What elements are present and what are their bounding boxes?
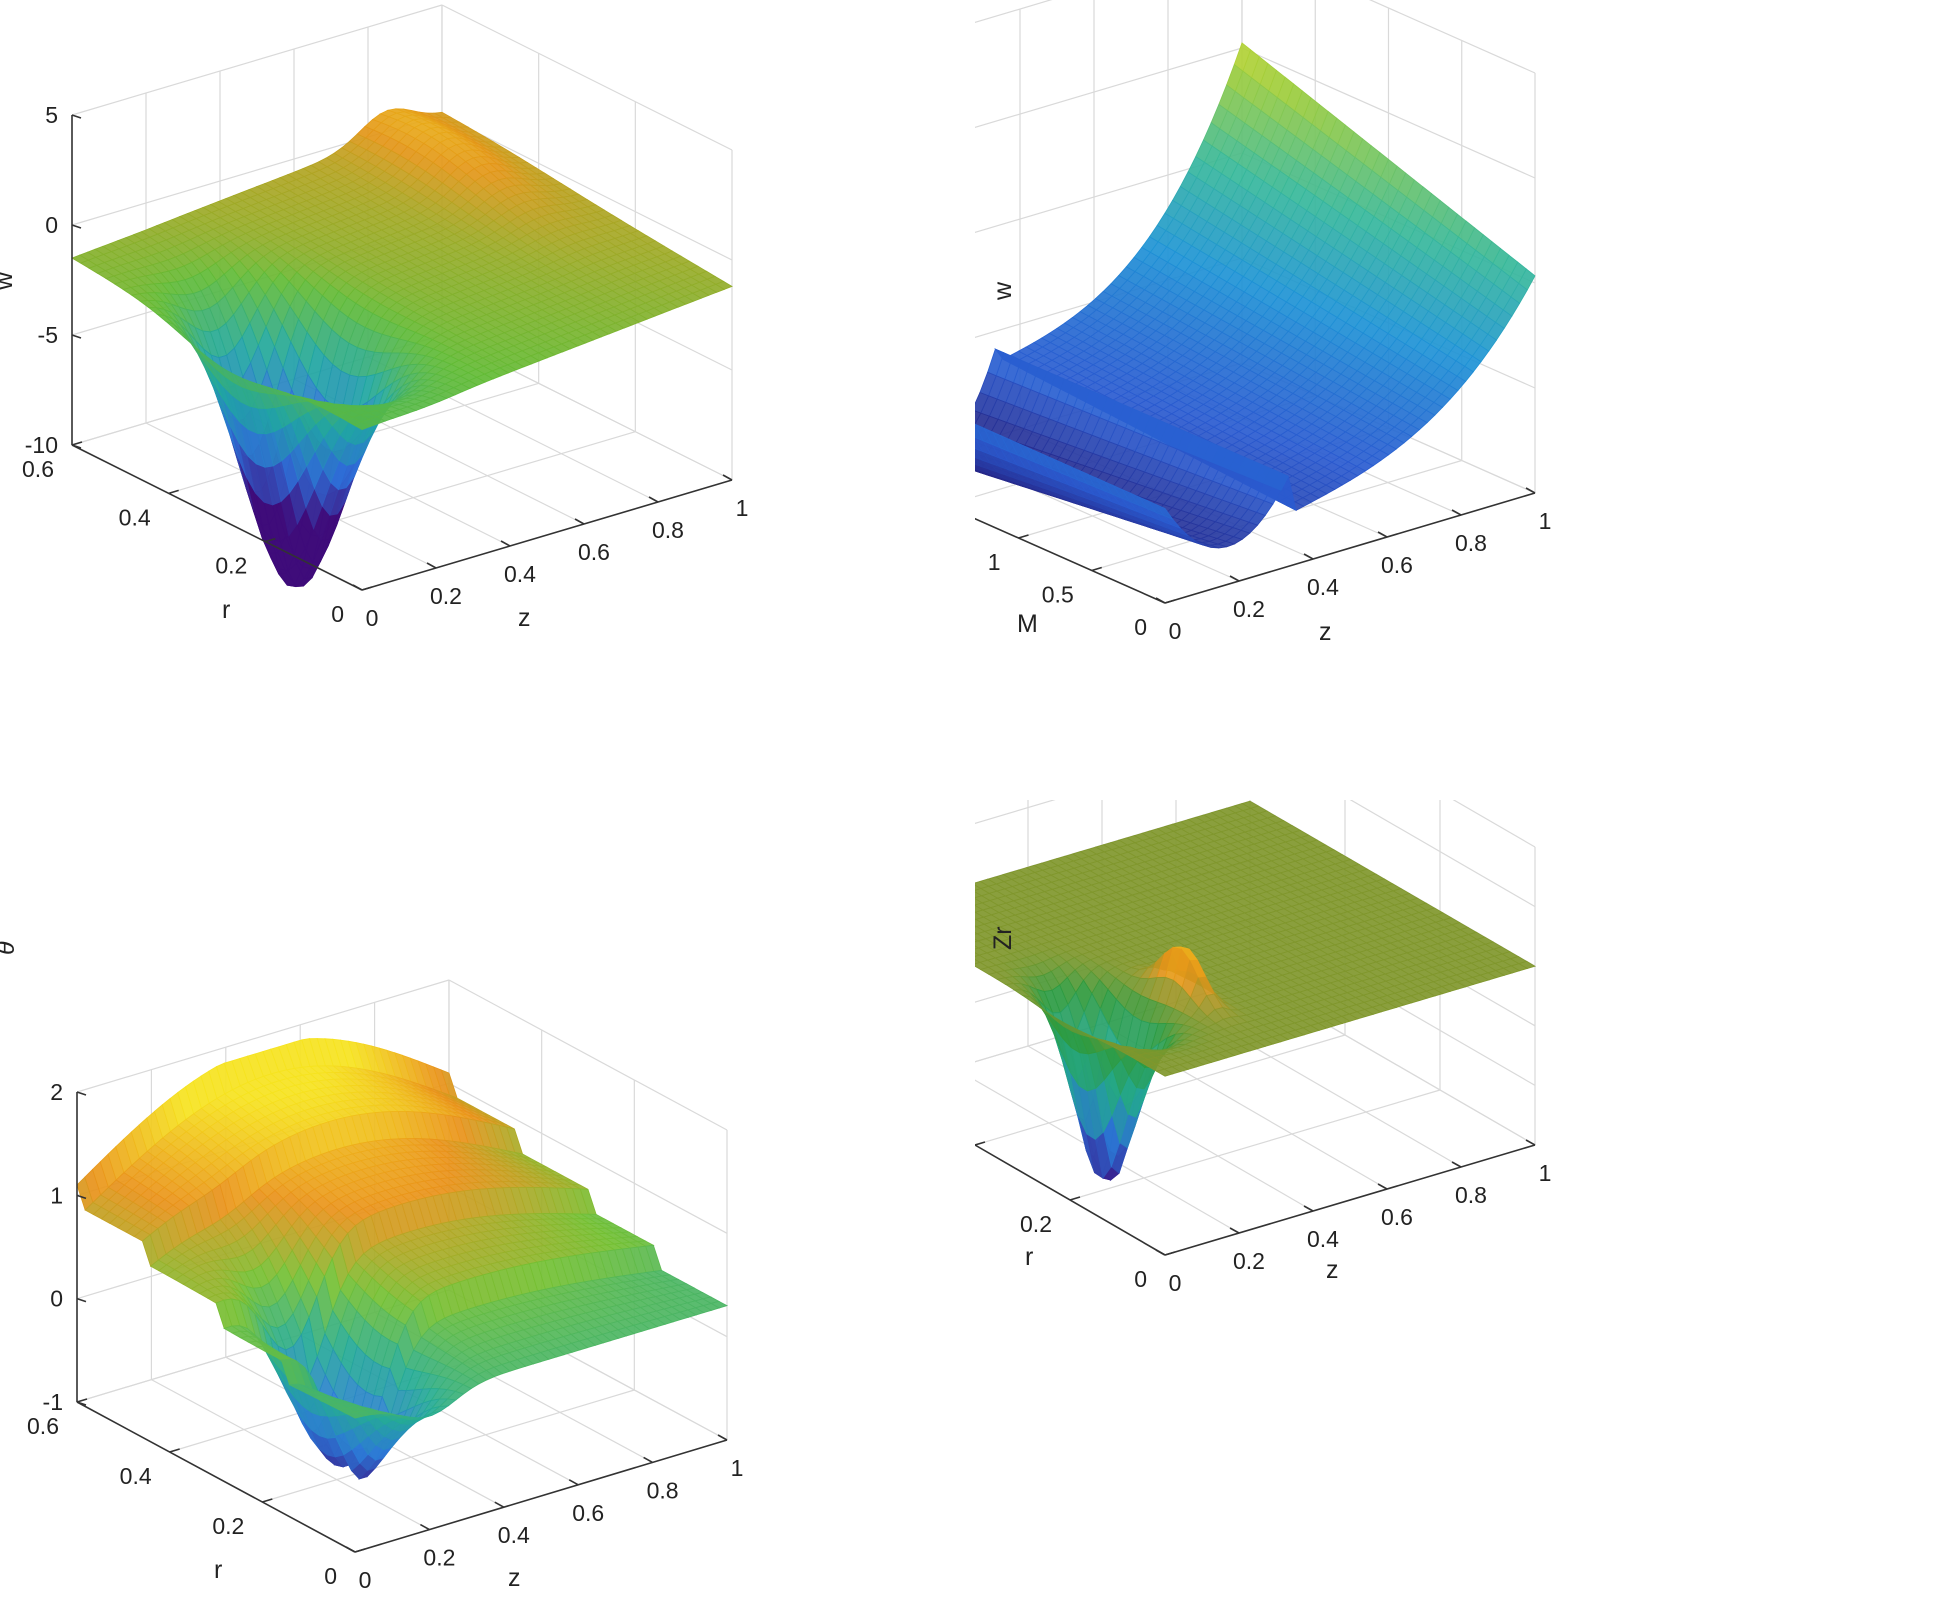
x-tick-label: 0.2	[430, 583, 462, 609]
grid-line	[975, 47, 1243, 129]
x-axis-label: z	[518, 604, 531, 632]
x-axis-line	[1164, 492, 1536, 604]
z-axis-label: w	[989, 281, 1017, 301]
z-tick-label: 5	[45, 102, 58, 128]
z-tick-mark	[71, 334, 82, 339]
y-tick-mark	[168, 489, 179, 495]
z-axis-label: w	[0, 271, 18, 291]
y-tick-mark	[1018, 534, 1029, 539]
grid-line	[262, 1389, 635, 1503]
y-tick-label: 0.5	[1042, 582, 1074, 608]
grid-line	[448, 979, 728, 1131]
y-axis-label: r	[222, 596, 230, 624]
y-tick-mark	[1164, 599, 1176, 604]
grid-line	[441, 114, 733, 261]
grid-line	[71, 4, 443, 116]
y-tick-mark	[71, 441, 83, 446]
y-tick-label: 0.2	[215, 553, 247, 579]
grid-line	[975, 0, 1053, 24]
y-axis-label: M	[1017, 610, 1038, 638]
grid-line	[1091, 459, 1462, 572]
x-tick-label: 0.2	[1233, 596, 1265, 622]
x-tick-mark	[1155, 597, 1166, 604]
x-tick-mark	[1377, 531, 1388, 538]
y-tick-label: 0.6	[22, 456, 54, 482]
z-tick-mark	[71, 444, 82, 449]
x-tick-mark	[648, 496, 659, 503]
x-tick-label: 0	[1169, 618, 1182, 644]
x-tick-label: 1	[1539, 508, 1552, 534]
x-tick-mark	[1451, 509, 1462, 516]
z-tick-label: 0	[45, 212, 58, 238]
x-axis-label: z	[1319, 618, 1332, 646]
grid-line	[441, 4, 733, 151]
grid-line	[151, 1379, 430, 1531]
y-tick-label: 0	[1134, 614, 1147, 640]
y-tick-label: 0	[331, 601, 344, 627]
x-tick-label: 0.8	[652, 517, 684, 543]
x-tick-mark	[722, 474, 733, 481]
x-tick-mark	[1525, 487, 1536, 494]
x-tick-mark	[1229, 575, 1240, 582]
y-tick-mark	[1091, 566, 1102, 572]
y-tick-mark	[265, 537, 276, 543]
x-tick-mark	[574, 518, 585, 525]
grid-line	[76, 979, 450, 1093]
x-tick-label: 0.6	[1381, 552, 1413, 578]
grid-line	[1368, 0, 1536, 74]
y-tick-label: 0.4	[119, 504, 151, 530]
x-tick-mark	[500, 540, 511, 547]
z-tick-mark	[71, 224, 82, 229]
y-tick-label: 1	[988, 549, 1001, 575]
grid-line	[975, 152, 1243, 234]
x-tick-label: 0.4	[504, 561, 536, 587]
z-tick-label: -5	[38, 322, 58, 348]
x-tick-label: 1	[736, 495, 749, 521]
z-tick-mark	[71, 114, 82, 119]
x-tick-label: 0.8	[1455, 530, 1487, 556]
x-tick-label: 0	[366, 605, 379, 631]
y-axis-line	[71, 444, 363, 591]
x-tick-mark	[426, 562, 437, 569]
x-tick-mark	[1303, 553, 1314, 560]
x-tick-mark	[352, 584, 363, 591]
x-tick-label: 0.6	[578, 539, 610, 565]
x-tick-label: 0.4	[1307, 574, 1339, 600]
x-axis-line	[361, 479, 733, 591]
y-tick-mark	[361, 586, 373, 591]
grid-line	[448, 1082, 728, 1234]
surface-patch	[352, 421, 371, 431]
z-tick-label: -10	[25, 432, 58, 458]
surface-patch	[1155, 503, 1174, 521]
grid-line	[1241, 47, 1536, 179]
